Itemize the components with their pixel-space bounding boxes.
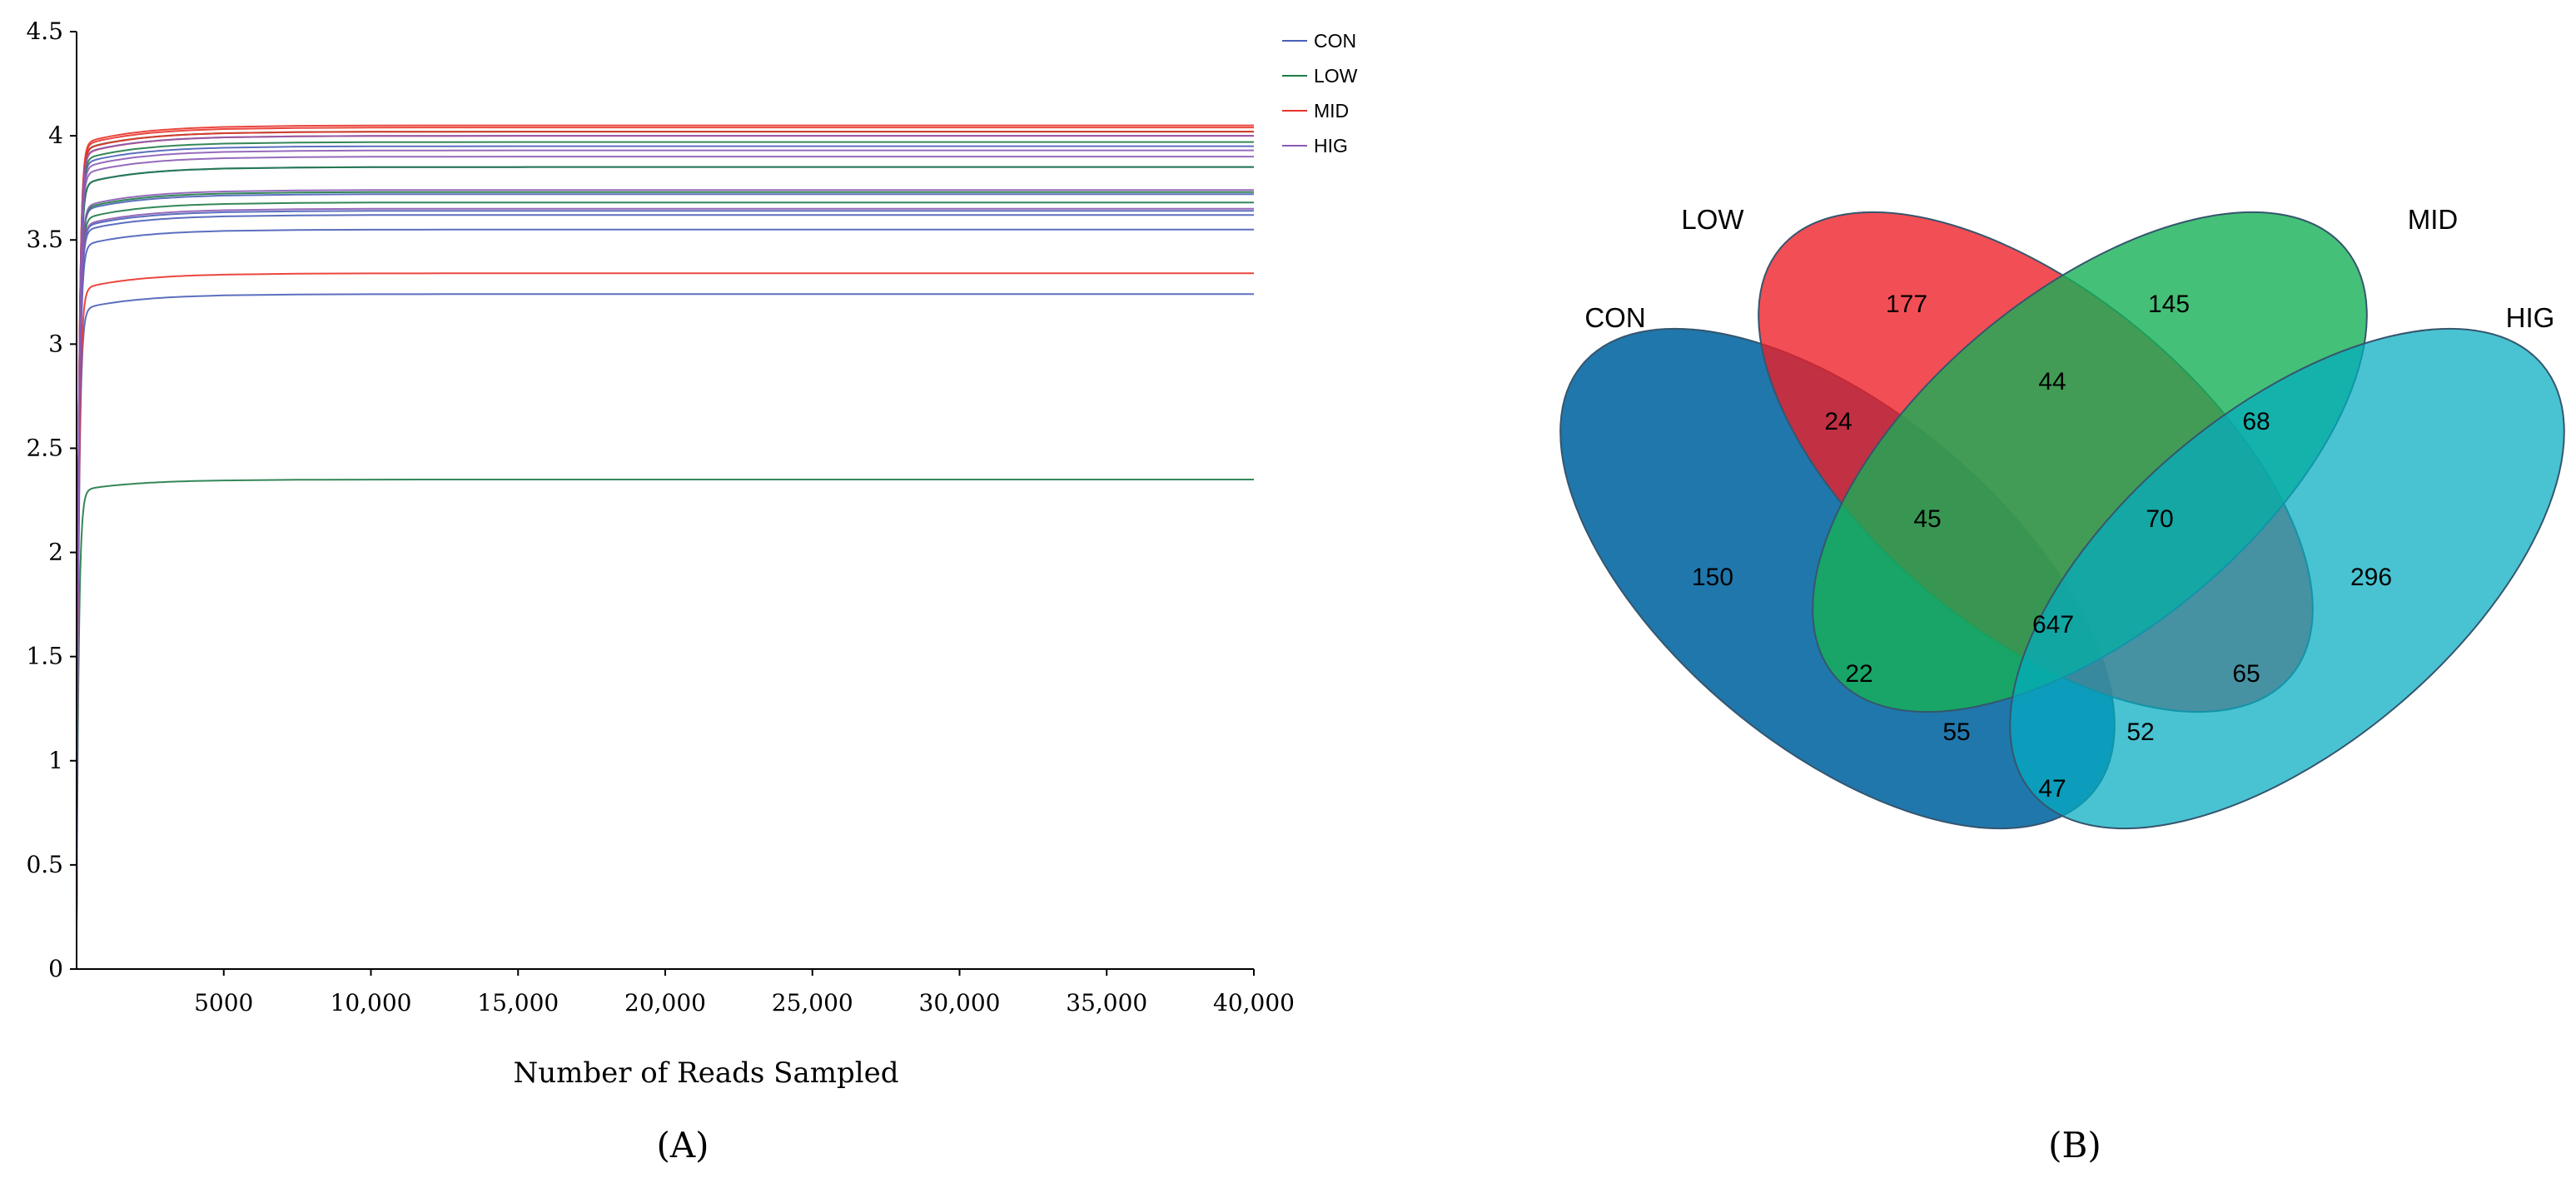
venn-count-mid-only: 145 bbox=[2148, 291, 2190, 318]
series-line-hig bbox=[76, 149, 1254, 909]
venn-count-low-mid: 44 bbox=[2038, 368, 2066, 395]
y-ticks: 0 0.5 1 1.5 2 2.5 3 3.5 4 4.5 bbox=[26, 17, 77, 982]
series-line-con bbox=[76, 193, 1254, 902]
x-tick-label: 25,000 bbox=[772, 989, 853, 1017]
venn-count-all: 647 bbox=[2032, 611, 2074, 639]
x-axis-title: Number of Reads Sampled bbox=[513, 1056, 898, 1090]
venn-count-con-hig: 47 bbox=[2038, 775, 2066, 803]
x-tick-label: 20,000 bbox=[624, 989, 706, 1017]
panel-label-a: (A) bbox=[656, 1125, 709, 1166]
venn-count-con-low-hig: 52 bbox=[2126, 718, 2154, 746]
rarefaction-chart: 0 0.5 1 1.5 2 2.5 3 3.5 4 4.5 5000 10,000 15,000 20,… bbox=[26, 17, 1357, 1166]
y-tick-label: 2.5 bbox=[26, 434, 63, 461]
panel-label-b: (B) bbox=[2048, 1125, 2101, 1166]
series-line-con bbox=[76, 214, 1254, 915]
series-line-low bbox=[76, 201, 1254, 922]
legend-label: CON bbox=[1314, 30, 1356, 52]
series-line-hig bbox=[76, 189, 1254, 922]
series-line-low bbox=[76, 141, 1254, 902]
y-tick-label: 3.5 bbox=[26, 226, 63, 253]
legend: CON LOW MID HIG bbox=[1282, 30, 1358, 157]
series-line-mid bbox=[76, 124, 1254, 902]
venn-count-con-only: 150 bbox=[1692, 564, 1733, 591]
x-tick-label: 10,000 bbox=[331, 989, 412, 1017]
y-tick-label: 4 bbox=[48, 122, 63, 149]
venn-count-mid-hig: 68 bbox=[2242, 408, 2270, 435]
series-line-con bbox=[76, 293, 1254, 928]
series-line-hig bbox=[76, 135, 1254, 902]
series-line-low bbox=[76, 131, 1254, 897]
series-line-low bbox=[76, 191, 1254, 915]
series-line-con bbox=[76, 228, 1254, 922]
series-line-mid bbox=[76, 131, 1254, 915]
venn-label-mid: MID bbox=[2408, 204, 2459, 235]
y-tick-label: 1 bbox=[48, 747, 63, 774]
venn-diagram: CON LOW MID HIG 177 145 150 296 44 24 68… bbox=[1559, 204, 2565, 1166]
venn-label-hig: HIG bbox=[2506, 302, 2555, 333]
x-tick-label: 5000 bbox=[194, 989, 253, 1017]
series-line-low bbox=[76, 166, 1254, 909]
series-line-mid bbox=[76, 135, 1254, 922]
series-line-hig bbox=[76, 156, 1254, 915]
legend-label: MID bbox=[1314, 100, 1349, 122]
x-tick-label: 35,000 bbox=[1066, 989, 1147, 1017]
venn-ellipse-hig bbox=[2009, 327, 2565, 830]
venn-count-low-mid-hig: 70 bbox=[2146, 505, 2173, 533]
venn-count-con-low-mid: 45 bbox=[1913, 505, 1941, 533]
y-tick-label: 1.5 bbox=[26, 643, 63, 670]
venn-count-hig-only: 296 bbox=[2350, 564, 2392, 591]
y-tick-label: 0.5 bbox=[26, 851, 63, 878]
venn-count-con-mid-hig: 55 bbox=[1942, 718, 1970, 746]
legend-label: HIG bbox=[1314, 135, 1348, 157]
y-tick-label: 3 bbox=[48, 330, 63, 357]
x-tick-label: 15,000 bbox=[477, 989, 559, 1017]
series-line-con bbox=[76, 210, 1254, 909]
y-tick-label: 4.5 bbox=[26, 17, 63, 45]
series-line-hig bbox=[76, 207, 1254, 928]
series-line-mid bbox=[76, 127, 1254, 909]
x-ticks: 5000 10,000 15,000 20,000 25,000 30,000 35,000… bbox=[194, 969, 1295, 1017]
venn-count-con-low: 24 bbox=[1824, 408, 1852, 435]
curves-layer bbox=[76, 124, 1254, 928]
y-tick-label: 2 bbox=[48, 539, 63, 566]
x-tick-label: 30,000 bbox=[919, 989, 1001, 1017]
venn-label-low: LOW bbox=[1681, 204, 1744, 235]
x-tick-label: 40,000 bbox=[1213, 989, 1295, 1017]
series-line-con bbox=[76, 145, 1254, 890]
venn-count-con-mid: 22 bbox=[1845, 660, 1872, 688]
venn-count-low-only: 177 bbox=[1886, 291, 1927, 318]
venn-label-con: CON bbox=[1584, 302, 1645, 333]
legend-label: LOW bbox=[1314, 65, 1358, 87]
venn-count-low-hig: 65 bbox=[2232, 660, 2260, 688]
series-line-con bbox=[76, 166, 1254, 897]
series-line-low bbox=[76, 479, 1254, 928]
y-tick-label: 0 bbox=[48, 955, 63, 982]
series-line-mid bbox=[76, 272, 1254, 928]
